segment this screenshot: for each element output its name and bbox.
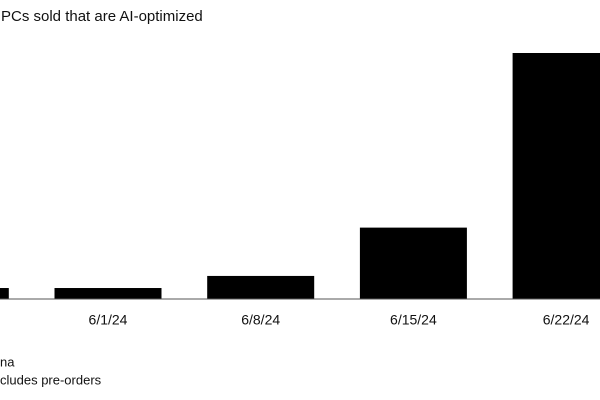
x-tick-label: 6/22/24 [543,312,590,328]
bar [0,288,9,299]
bar [359,227,467,299]
chart-title: PCs sold that are AI-optimized [1,8,203,25]
bar [207,275,315,299]
note: na [0,354,15,369]
bar [54,288,162,299]
note: cludes pre-orders [0,372,102,387]
x-tick-label: 6/8/24 [241,312,280,328]
x-tick-label: 6/1/24 [89,312,128,328]
x-tick-label: 6/15/24 [390,312,437,328]
bar [512,53,600,299]
